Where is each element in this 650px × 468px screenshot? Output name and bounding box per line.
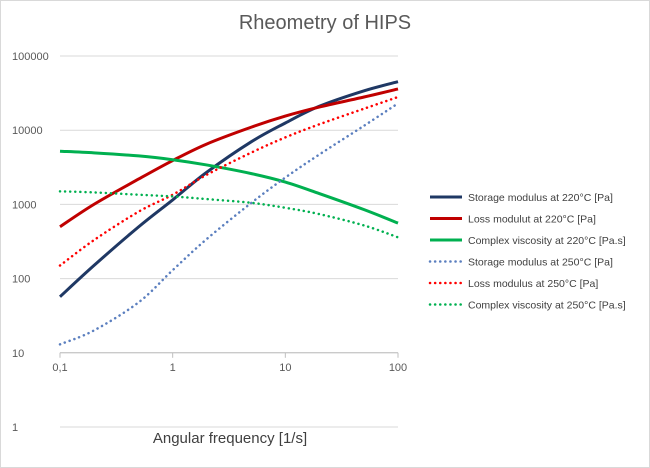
x-axis-label: Angular frequency [1/s] — [152, 430, 308, 447]
y-tick-label: 100000 — [12, 51, 49, 63]
legend-label: Loss modulut at 220°C [Pa] — [468, 214, 596, 226]
x-tick-label: 100 — [389, 362, 407, 374]
chart-title: Rheometry of HIPS — [238, 12, 412, 34]
x-tick-label: 10 — [279, 362, 291, 374]
legend-label: Loss modulus at 250°C [Pa] — [468, 278, 598, 290]
y-tick-label: 10000 — [12, 125, 43, 137]
y-tick-label: 1000 — [12, 199, 36, 211]
series-line-4 — [58, 102, 400, 346]
legend-label: Storage modulus at 250°C [Pa] — [468, 257, 613, 269]
y-tick-label: 1 — [12, 422, 18, 434]
legend-label: Complex viscosity at 250°C [Pa.s] — [468, 300, 626, 312]
y-tick-label: 10 — [12, 348, 24, 360]
x-tick-label: 0,1 — [52, 362, 67, 374]
y-tick-label: 100 — [12, 274, 30, 286]
legend-label: Storage modulus at 220°C [Pa] — [468, 192, 613, 204]
legend-label: Complex viscosity at 220°C [Pa.s] — [468, 235, 626, 247]
series-line-3 — [59, 149, 399, 225]
series-line-2 — [59, 87, 399, 228]
x-tick-label: 1 — [170, 362, 176, 374]
series-line-6 — [58, 190, 400, 239]
series-line-5 — [58, 95, 400, 267]
series-line-1 — [58, 80, 399, 298]
